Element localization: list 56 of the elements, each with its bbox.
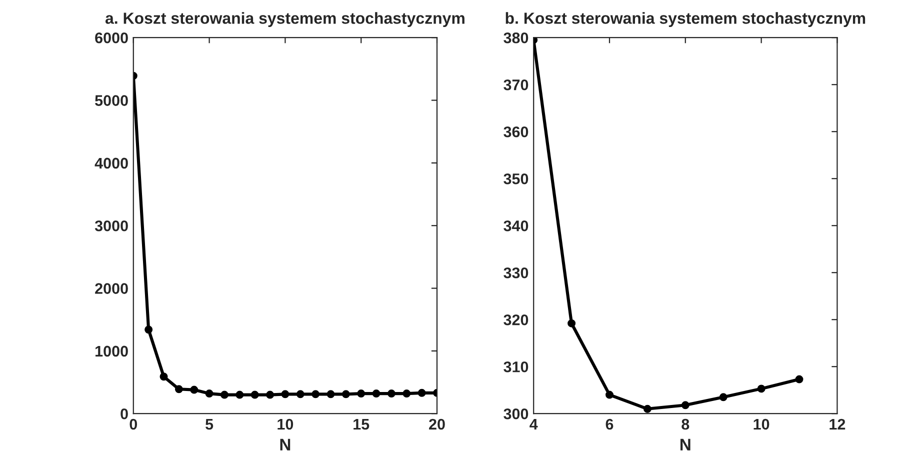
point xyxy=(719,393,728,402)
y-tick-label: 360 xyxy=(504,126,528,138)
point xyxy=(757,384,766,393)
point xyxy=(681,401,690,410)
point xyxy=(220,390,228,399)
y-tick-label: 330 xyxy=(504,267,528,278)
x-tick-label: 15 xyxy=(354,419,370,430)
point xyxy=(160,372,168,381)
y-tick-label: 1000 xyxy=(96,346,128,357)
point xyxy=(402,390,411,398)
y-tick-label: 2000 xyxy=(95,283,128,294)
point xyxy=(326,390,335,398)
y-tick-label: 370 xyxy=(504,79,528,90)
y-tick-label: 3000 xyxy=(94,220,128,232)
point xyxy=(568,319,576,328)
point xyxy=(312,390,320,398)
y-tick-label: 300 xyxy=(504,408,528,420)
x-tick-label: 4 xyxy=(530,419,538,430)
x-tick-label: 12 xyxy=(830,418,846,430)
chart-title: a. Koszt sterowania systemem stochastycznym xyxy=(105,12,464,28)
point xyxy=(281,390,290,398)
point xyxy=(190,386,198,394)
point xyxy=(372,390,380,398)
point xyxy=(266,390,274,399)
point xyxy=(418,388,426,397)
point xyxy=(250,390,259,399)
x-tick-label: 5 xyxy=(206,419,214,430)
x-tick-label: 20 xyxy=(429,418,445,430)
x-tick-label: 10 xyxy=(278,418,294,430)
point xyxy=(342,390,350,398)
y-tick-label: 350 xyxy=(504,173,528,184)
x-tick-label: 0 xyxy=(130,418,138,430)
x-tick-label: 10 xyxy=(754,418,770,430)
y-tick-label: 5000 xyxy=(95,95,128,106)
y-tick-label: 380 xyxy=(504,32,528,44)
point xyxy=(643,404,652,413)
y-tick-label: 310 xyxy=(504,361,528,372)
chart-title: b. Koszt sterowania systemem stochastycznym xyxy=(506,12,866,28)
point xyxy=(357,390,366,398)
x-axis-title: N xyxy=(680,438,690,450)
point xyxy=(205,390,214,398)
point xyxy=(174,385,183,394)
y-tick-label: 320 xyxy=(504,314,528,326)
y-tick-label: 6000 xyxy=(95,32,128,44)
x-axis-title: N xyxy=(280,438,290,450)
point xyxy=(606,390,614,399)
y-tick-label: 4000 xyxy=(94,158,128,169)
point xyxy=(236,390,244,399)
x-tick-label: 8 xyxy=(682,418,690,430)
point xyxy=(296,390,304,398)
y-tick-label: 340 xyxy=(504,220,528,232)
point xyxy=(144,326,153,334)
y-tick-label: 0 xyxy=(120,408,128,420)
x-tick-label: 6 xyxy=(606,418,614,430)
point xyxy=(387,390,396,398)
point xyxy=(795,375,804,384)
